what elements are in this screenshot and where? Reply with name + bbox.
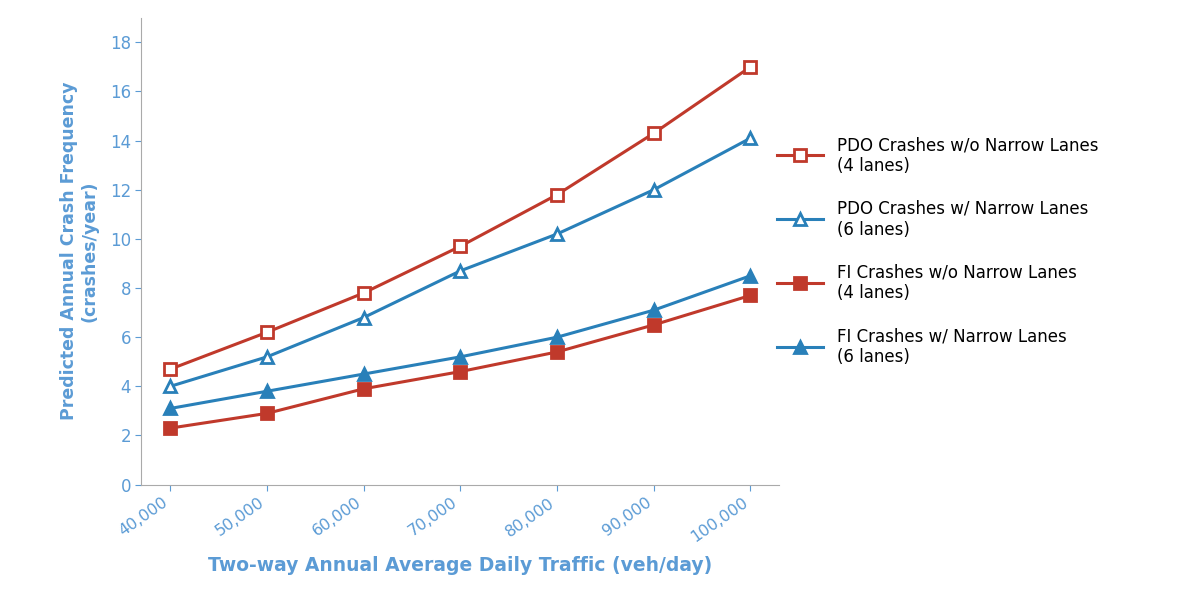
PDO Crashes w/ Narrow Lanes
(6 lanes) bbox=[357, 314, 371, 321]
PDO Crashes w/o Narrow Lanes
(4 lanes) bbox=[454, 243, 468, 250]
PDO Crashes w/o Narrow Lanes
(4 lanes) bbox=[260, 329, 274, 336]
Line: FI Crashes w/ Narrow Lanes
(6 lanes): FI Crashes w/ Narrow Lanes (6 lanes) bbox=[164, 269, 756, 415]
PDO Crashes w/ Narrow Lanes
(6 lanes) bbox=[260, 353, 274, 361]
FI Crashes w/o Narrow Lanes
(4 lanes) bbox=[454, 368, 468, 375]
PDO Crashes w/ Narrow Lanes
(6 lanes) bbox=[454, 267, 468, 274]
FI Crashes w/o Narrow Lanes
(4 lanes) bbox=[164, 424, 178, 431]
Line: FI Crashes w/o Narrow Lanes
(4 lanes): FI Crashes w/o Narrow Lanes (4 lanes) bbox=[165, 290, 756, 434]
PDO Crashes w/o Narrow Lanes
(4 lanes) bbox=[647, 129, 661, 137]
FI Crashes w/ Narrow Lanes
(6 lanes) bbox=[260, 388, 274, 395]
FI Crashes w/o Narrow Lanes
(4 lanes) bbox=[357, 385, 371, 392]
Line: PDO Crashes w/ Narrow Lanes
(6 lanes): PDO Crashes w/ Narrow Lanes (6 lanes) bbox=[164, 132, 756, 392]
FI Crashes w/o Narrow Lanes
(4 lanes) bbox=[550, 348, 564, 355]
FI Crashes w/ Narrow Lanes
(6 lanes) bbox=[357, 371, 371, 378]
FI Crashes w/ Narrow Lanes
(6 lanes) bbox=[550, 334, 564, 341]
PDO Crashes w/o Narrow Lanes
(4 lanes) bbox=[357, 290, 371, 297]
PDO Crashes w/ Narrow Lanes
(6 lanes) bbox=[164, 383, 178, 390]
PDO Crashes w/o Narrow Lanes
(4 lanes) bbox=[743, 63, 757, 70]
PDO Crashes w/o Narrow Lanes
(4 lanes) bbox=[550, 191, 564, 198]
FI Crashes w/ Narrow Lanes
(6 lanes) bbox=[743, 272, 757, 280]
FI Crashes w/o Narrow Lanes
(4 lanes) bbox=[743, 292, 757, 299]
FI Crashes w/ Narrow Lanes
(6 lanes) bbox=[647, 307, 661, 314]
Y-axis label: Predicted Annual Crash Frequency
(crashes/year): Predicted Annual Crash Frequency (crashe… bbox=[60, 82, 99, 420]
FI Crashes w/ Narrow Lanes
(6 lanes) bbox=[454, 353, 468, 361]
PDO Crashes w/ Narrow Lanes
(6 lanes) bbox=[743, 135, 757, 142]
PDO Crashes w/ Narrow Lanes
(6 lanes) bbox=[647, 186, 661, 193]
Legend: PDO Crashes w/o Narrow Lanes
(4 lanes), PDO Crashes w/ Narrow Lanes
(6 lanes), F: PDO Crashes w/o Narrow Lanes (4 lanes), … bbox=[768, 128, 1106, 375]
PDO Crashes w/ Narrow Lanes
(6 lanes) bbox=[550, 230, 564, 238]
X-axis label: Two-way Annual Average Daily Traffic (veh/day): Two-way Annual Average Daily Traffic (ve… bbox=[209, 556, 713, 575]
PDO Crashes w/o Narrow Lanes
(4 lanes) bbox=[164, 366, 178, 373]
FI Crashes w/ Narrow Lanes
(6 lanes) bbox=[164, 405, 178, 412]
FI Crashes w/o Narrow Lanes
(4 lanes) bbox=[647, 322, 661, 329]
FI Crashes w/o Narrow Lanes
(4 lanes) bbox=[260, 410, 274, 417]
Line: PDO Crashes w/o Narrow Lanes
(4 lanes): PDO Crashes w/o Narrow Lanes (4 lanes) bbox=[165, 61, 756, 375]
